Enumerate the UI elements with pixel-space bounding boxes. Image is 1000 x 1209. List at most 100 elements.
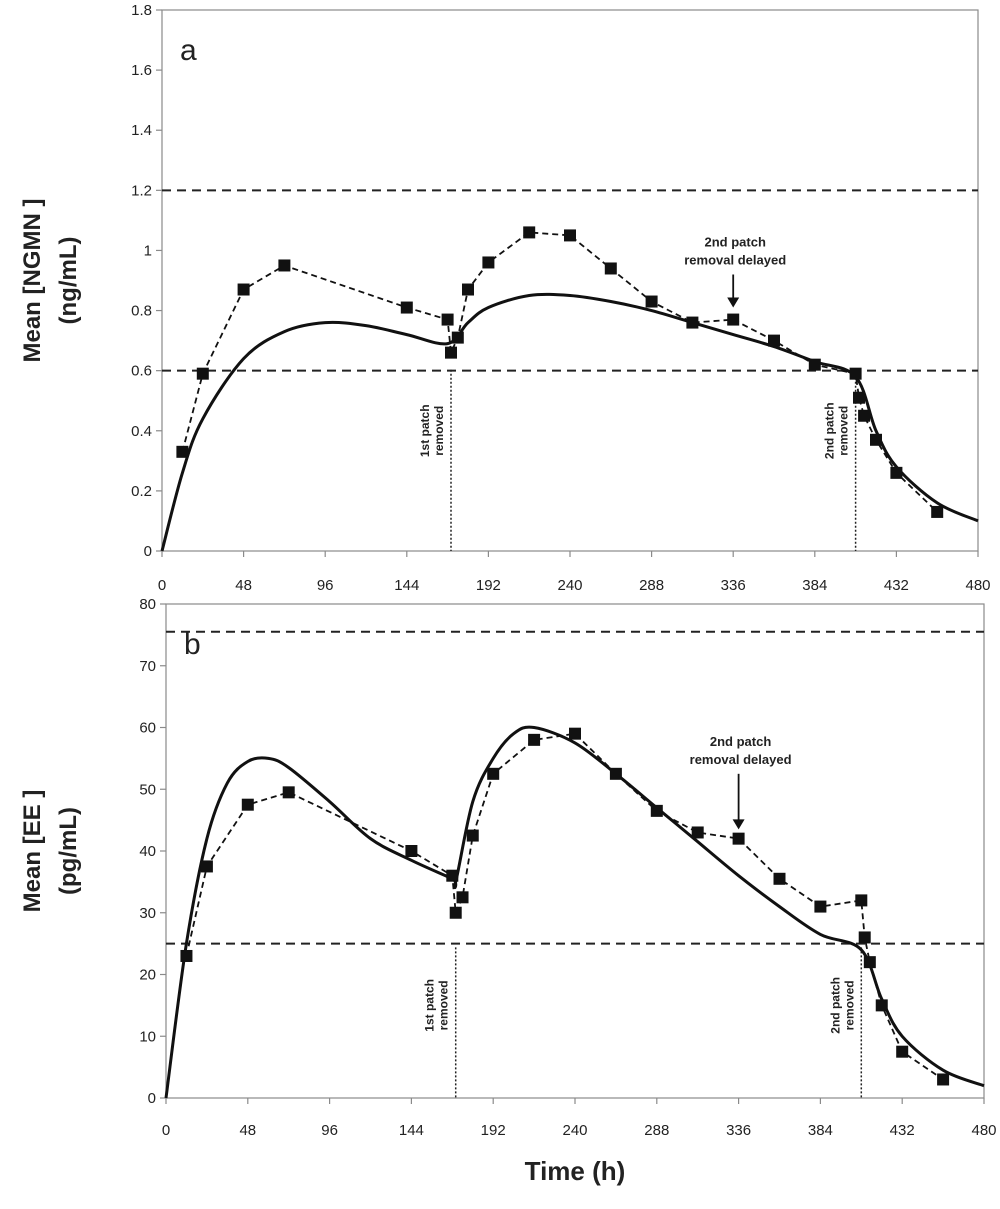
patch-removal-label: 1st patch removed [423,979,451,1032]
y-tick-label: 1.6 [131,62,152,79]
panel-b-ee-chart: 0 10 20 30 40 50 60 70 80 0 48 96 144 192 240 288 336 384… [19,596,997,1186]
y-tick-label: 80 [139,596,156,613]
observed-point [853,391,865,404]
observed-point [523,226,536,239]
annotation-arrow-head [732,819,745,830]
x-tick-label: 48 [239,1122,256,1139]
observed-point [870,433,882,446]
observed-point [282,786,295,799]
patch-removal-label-line2: removed [437,980,451,1030]
observed-point [773,872,786,885]
observed-point [441,313,454,326]
x-tick-label: 336 [726,1122,751,1139]
x-tick-label: 192 [476,577,501,594]
patch-removal-label-line1: 2nd patch [828,977,842,1034]
observed-point [691,826,704,839]
y-tick-label: 1.8 [131,2,152,19]
x-tick-label: 240 [557,577,582,594]
observed-point [650,804,663,817]
x-tick-label: 96 [317,577,334,594]
observed-point [686,316,699,329]
observed-point [863,956,876,969]
y-tick-label: 0 [148,1090,156,1107]
x-tick-label: 192 [481,1122,506,1139]
x-tick-label: 240 [562,1122,587,1139]
y-axis-label: Mean [EE ] (pg/mL) [19,790,82,913]
observed-point [937,1073,950,1086]
observed-point [569,727,581,740]
y-tick-label: 1.4 [131,122,152,139]
y-tick-label: 1.2 [131,182,152,199]
observed-point [400,301,413,314]
observed-point [405,845,418,857]
panel-label: a [180,34,197,67]
x-tick-label: 0 [158,577,166,594]
y-tick-label: 30 [139,905,156,922]
observed-point [808,358,821,371]
observed-point [768,334,780,347]
patch-removal-label-line2: removed [837,406,851,456]
observed-point [890,466,903,479]
panel-label: b [184,628,201,661]
observed-point [528,733,541,746]
observed-point [896,1045,909,1058]
predicted-curve [164,725,985,1099]
x-tick-label: 480 [971,1122,996,1139]
y-tick-label: 10 [139,1028,156,1045]
y-tick-label: 70 [139,658,156,675]
y-tick-label: 40 [139,843,156,860]
patch-removal-label-line1: 1st patch [423,979,437,1032]
x-axis-label: Time (h) [525,1156,626,1186]
observed-point [278,259,291,272]
patch-removal-label-line2: removed [842,980,856,1030]
patch-removal-label-line1: 1st patch [418,404,432,457]
panel-a-ngmn-chart: 0 0.2 0.4 0.6 0.8 1 1.2 1.4 1.6 1.8 0 48 96 144 192 240… [19,2,991,594]
observed-point [814,900,827,913]
observed-point [931,505,944,518]
y-tick-label: 1 [144,242,152,259]
observed-point [609,767,622,780]
x-tick-label: 384 [802,577,827,594]
y-axis-label-line2: (pg/mL) [55,807,82,895]
y-axis-label-line1: Mean [EE ] [19,790,46,913]
x-tick-label: 336 [721,577,746,594]
x-tick-label: 288 [644,1122,669,1139]
observed-point [445,346,457,359]
x-tick-label: 144 [394,577,419,594]
y-tick-label: 0.2 [131,483,152,500]
observed-line [181,231,938,513]
observed-point [180,949,193,962]
y-tick-label: 0 [144,543,152,560]
observed-point [855,894,868,907]
observed-point [466,829,479,842]
patch-removal-label: 2nd patch removed [823,402,851,459]
x-tick-label: 384 [808,1122,833,1139]
annotation-text-line1: 2nd patch [710,734,771,749]
y-tick-label: 60 [139,720,156,737]
observed-point [241,798,254,811]
y-axis-label-line2: (ng/mL) [55,237,82,325]
y-tick-label: 50 [139,781,156,798]
x-tick-label: 48 [235,577,252,594]
x-tick-label: 432 [890,1122,915,1139]
x-tick-label: 0 [162,1122,170,1139]
observed-point [875,999,888,1012]
y-tick-label: 0.4 [131,423,152,440]
observed-point [732,832,745,845]
observed-point [645,295,658,308]
observed-point [849,367,862,380]
observed-point [487,767,500,780]
observed-point [456,891,469,904]
annotation-arrow-head [727,297,740,308]
observed-point [449,906,462,919]
observed-point [604,262,617,275]
observed-point [482,256,495,269]
x-tick-label: 288 [639,577,664,594]
y-axis-label: Mean [NGMN ] (ng/mL) [19,199,82,363]
patch-removal-label: 1st patch removed [418,404,446,457]
x-tick-label: 144 [399,1122,424,1139]
observed-point [200,860,213,873]
y-axis-label-line1: Mean [NGMN ] [19,199,46,363]
observed-point [727,313,740,326]
